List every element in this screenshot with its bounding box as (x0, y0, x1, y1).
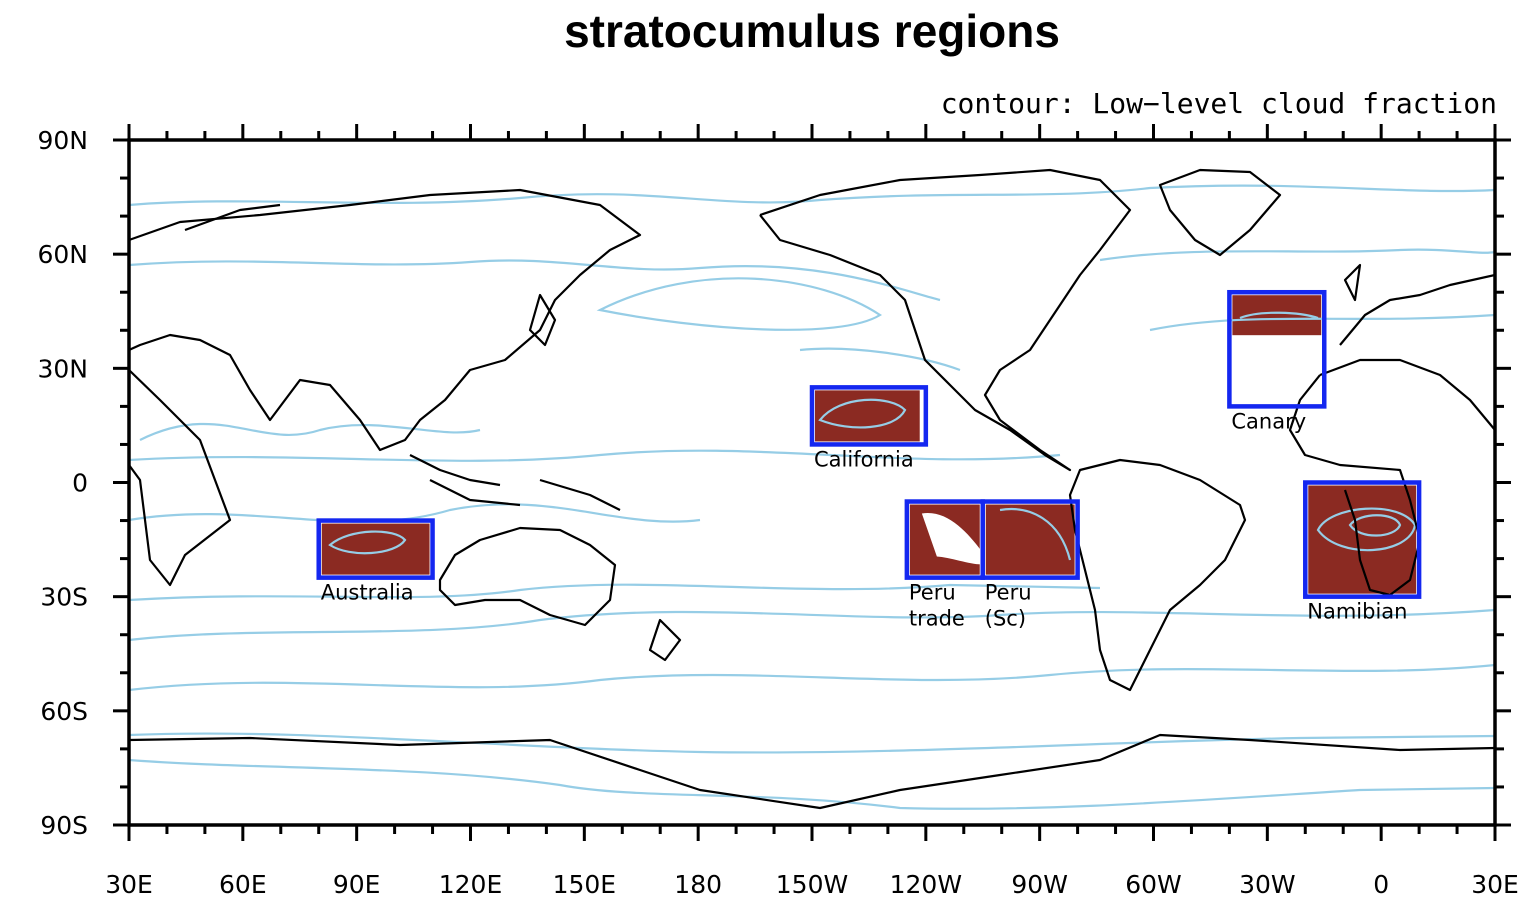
x-tick-label: 30W (1239, 870, 1296, 899)
region-label: Peru (985, 581, 1032, 605)
x-tick-label: 120E (439, 870, 503, 899)
y-tick-label: 60N (37, 240, 88, 269)
region-shading (815, 390, 920, 442)
x-tick-label: 90W (1011, 870, 1068, 899)
x-tick-label: 30E (1471, 870, 1519, 899)
x-tick-label: 60E (219, 870, 267, 899)
map-title: stratocumulus regions (564, 5, 1060, 57)
y-tick-label: 60S (40, 697, 88, 726)
region-box (980, 499, 1080, 580)
region-box (1303, 480, 1422, 599)
region-shading (1308, 485, 1417, 594)
region-box (809, 385, 929, 447)
axis-ticks (113, 124, 1511, 841)
cloud-fraction-contours (129, 184, 1495, 810)
region-label: trade (909, 607, 965, 631)
low-fraction-gap (921, 513, 987, 565)
region-label: Namibian (1307, 600, 1407, 624)
region-box (316, 518, 435, 580)
x-tick-label: 60W (1125, 870, 1182, 899)
coastlines (129, 168, 1495, 810)
x-tick-label: 150E (553, 870, 617, 899)
y-tick-label: 90N (37, 126, 88, 155)
region-label: Peru (909, 581, 956, 605)
x-tick-label: 0 (1373, 870, 1389, 899)
x-tick-label: 90E (333, 870, 381, 899)
region-boxes (316, 289, 1422, 599)
region-label: (Sc) (985, 607, 1026, 631)
y-tick-label: 30N (37, 354, 88, 383)
x-tick-label: 180 (674, 870, 722, 899)
x-tick-label: 30E (105, 870, 153, 899)
axis-tick-labels: 30E 60E 90E 120E 150E 180 150W 120W 90W 60W 30W 0 30… (37, 126, 1518, 899)
region-box (1227, 289, 1327, 409)
plot-frame (127, 138, 1497, 827)
region-shading (985, 504, 1075, 575)
region-label: Australia (321, 581, 414, 605)
map-subtitle: contour: Low−level cloud fraction (941, 87, 1497, 120)
y-tick-label: 0 (72, 469, 88, 498)
x-tick-label: 150W (776, 870, 848, 899)
region-label: California (814, 447, 914, 471)
region-label: Canary (1231, 409, 1306, 433)
region-labels: AustraliaCaliforniaPerutradePeru(Sc)Cana… (321, 409, 1408, 630)
x-tick-label: 120W (890, 870, 962, 899)
y-tick-label: 30S (40, 583, 88, 612)
y-tick-label: 90S (40, 811, 88, 840)
